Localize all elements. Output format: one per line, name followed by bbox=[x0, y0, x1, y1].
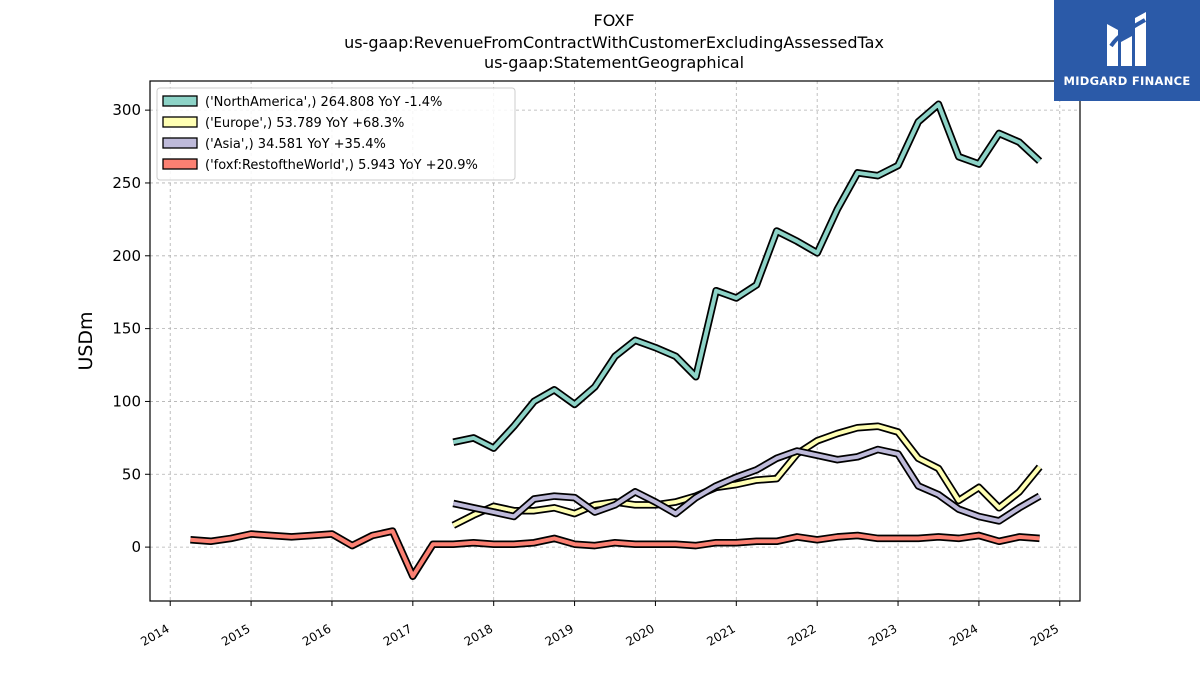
legend: ('NorthAmerica',) 264.808 YoY -1.4% ('Eur… bbox=[156, 87, 516, 181]
x-tick-label: 2022 bbox=[785, 621, 818, 648]
legend-label: ('Asia',) 34.581 YoY +35.4% bbox=[205, 137, 386, 152]
chart-title-line-3: us-gaap:StatementGeographical bbox=[484, 53, 744, 72]
y-tick-label: 300 bbox=[112, 101, 141, 119]
chart-title-line-1: FOXF bbox=[594, 11, 635, 30]
x-tick-label: 2021 bbox=[704, 621, 737, 648]
legend-swatch bbox=[162, 137, 198, 149]
x-tick-label: 2018 bbox=[462, 621, 495, 648]
y-tick-label: 200 bbox=[112, 247, 141, 265]
y-tick-label: 50 bbox=[122, 465, 141, 483]
brand-logo: MIDGARD FINANCE bbox=[1054, 0, 1200, 101]
legend-label: ('Europe',) 53.789 YoY +68.3% bbox=[205, 116, 404, 131]
plot-frame bbox=[149, 80, 1081, 602]
y-tick-label: 0 bbox=[131, 538, 141, 556]
brand-name: MIDGARD FINANCE bbox=[1063, 74, 1191, 88]
y-tick-label: 250 bbox=[112, 174, 141, 192]
y-axis-label: USDm bbox=[75, 311, 97, 370]
x-tick-label: 2014 bbox=[138, 621, 171, 648]
series-line-2 bbox=[452, 447, 1041, 523]
legend-label: ('NorthAmerica',) 264.808 YoY -1.4% bbox=[205, 95, 442, 110]
legend-swatch bbox=[162, 95, 198, 107]
x-tick-label: 2023 bbox=[866, 621, 899, 648]
x-tick-label: 2019 bbox=[543, 621, 576, 648]
x-axis: 2014 2015 2016 2017 2018 2019 2020 2021 2022 2023… bbox=[138, 601, 1061, 649]
chart-title-line-2: us-gaap:RevenueFromContractWithCustomerE… bbox=[344, 33, 884, 52]
x-tick-label: 2025 bbox=[1028, 621, 1061, 648]
y-tick-label: 150 bbox=[112, 320, 141, 338]
legend-swatch bbox=[162, 116, 198, 128]
legend-label: ('foxf:RestoftheWorld',) 5.943 YoY +20.9… bbox=[205, 158, 478, 173]
series-line-1 bbox=[452, 424, 1042, 528]
legend-swatch bbox=[162, 158, 198, 170]
x-tick-label: 2015 bbox=[219, 621, 252, 648]
series-layer bbox=[190, 100, 1043, 580]
x-tick-label: 2020 bbox=[623, 621, 656, 648]
midgard-logo-icon bbox=[1107, 12, 1146, 66]
x-tick-label: 2016 bbox=[300, 621, 333, 648]
x-tick-label: 2024 bbox=[947, 621, 980, 648]
series-line-0 bbox=[452, 102, 1041, 451]
y-tick-label: 100 bbox=[112, 392, 141, 410]
series-line-3 bbox=[190, 529, 1040, 579]
y-axis: 0 50 100 150 200 250 300 bbox=[112, 101, 150, 556]
legend-box bbox=[156, 87, 516, 181]
x-tick-label: 2017 bbox=[381, 621, 414, 648]
